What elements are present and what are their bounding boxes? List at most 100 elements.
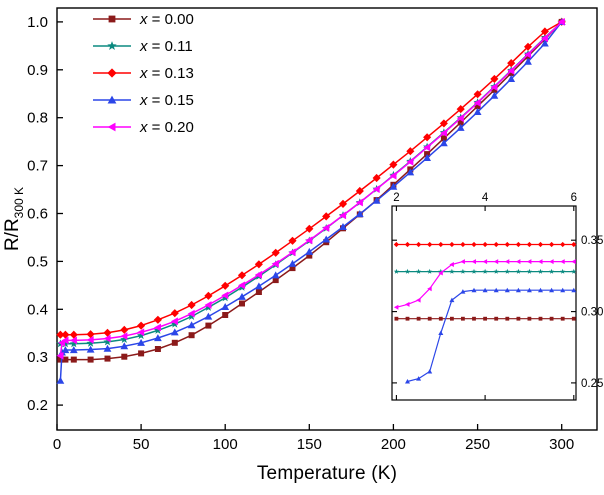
series-marker-x-0.20 — [238, 281, 246, 290]
inset-series-marker-x-0.13 — [537, 241, 544, 248]
inset-series-marker-x-0.20 — [416, 297, 421, 303]
series-marker-x-0.00 — [138, 350, 145, 357]
series-marker-x-0.20 — [86, 336, 94, 344]
y-axis-title-main: R/R — [2, 218, 24, 252]
inset-series-marker-x-0.13 — [549, 241, 555, 248]
series-marker-x-0.00 — [306, 252, 313, 259]
inset-series-marker-x-0.15 — [438, 330, 444, 335]
series-marker-x-0.00 — [104, 355, 111, 362]
inset-y-tick-label: 0.30 — [581, 307, 603, 319]
inset-series-marker-x-0.15 — [482, 287, 488, 293]
series-marker-x-0.15 — [288, 259, 297, 267]
inset-series-marker-x-0.13 — [515, 241, 521, 248]
series-marker-x-0.15 — [271, 271, 280, 279]
inset-series-marker-x-0.15 — [560, 287, 566, 293]
series-marker-x-0.20 — [490, 83, 498, 91]
series-marker-x-0.13 — [372, 173, 381, 183]
inset-series-marker-x-0.13 — [560, 241, 566, 248]
series-marker-x-0.20 — [473, 98, 481, 107]
series-marker-x-0.15 — [204, 312, 213, 320]
series-marker-x-0.13 — [355, 186, 364, 196]
inset-series-marker-x-0.11 — [460, 268, 466, 274]
inset-series-marker-x-0.13 — [404, 241, 411, 248]
series-marker-x-0.15 — [187, 321, 196, 329]
series-marker-x-0.00 — [474, 103, 481, 110]
inset-series-marker-x-0.00 — [450, 316, 454, 321]
series-marker-x-0.13 — [288, 236, 297, 245]
inset-series-marker-x-0.15 — [538, 287, 543, 293]
series-marker-x-0.15 — [406, 168, 415, 176]
series-marker-x-0.20 — [456, 114, 464, 123]
inset-series-marker-x-0.15 — [405, 379, 410, 384]
inset-series-marker-x-0.13 — [449, 241, 455, 248]
series-marker-x-0.13 — [170, 309, 179, 318]
series-marker-x-0.15 — [423, 154, 431, 161]
series-marker-x-0.15 — [456, 123, 465, 131]
series-marker-x-0.11 — [103, 337, 112, 346]
series-marker-x-0.00 — [272, 277, 279, 284]
legend-marker — [108, 15, 116, 23]
series-marker-x-0.13 — [322, 212, 331, 221]
series-marker-x-0.00 — [70, 356, 77, 363]
inset-x-tick-label: 2 — [393, 192, 399, 204]
inset-series-marker-x-0.20 — [538, 259, 543, 265]
series-marker-x-0.00 — [457, 119, 464, 126]
x-tick-label: 100 — [213, 436, 238, 453]
series-marker-x-0.15 — [56, 376, 65, 384]
series-marker-x-0.00 — [440, 135, 447, 142]
series-marker-x-0.00 — [121, 353, 128, 360]
series-marker-x-0.20 — [507, 66, 515, 75]
inset-series-marker-x-0.00 — [483, 316, 487, 321]
inset-series-marker-x-0.15 — [549, 287, 555, 293]
series-marker-x-0.20 — [557, 18, 565, 26]
y-tick-label: 0.5 — [27, 253, 48, 270]
series-marker-x-0.15 — [69, 346, 78, 354]
series-marker-x-0.20 — [339, 211, 347, 220]
inset-series-marker-x-0.15 — [526, 287, 532, 293]
inset-series-marker-x-0.15 — [504, 287, 510, 293]
x-axis-title: Temperature (K) — [256, 463, 398, 484]
series-marker-x-0.15 — [473, 108, 482, 115]
series-marker-x-0.20 — [187, 309, 195, 318]
series-marker-x-0.13 — [507, 59, 516, 68]
series-marker-x-0.15 — [524, 57, 532, 65]
series-marker-x-0.20 — [305, 236, 313, 245]
inset-series-marker-x-0.20 — [504, 259, 510, 265]
series-marker-x-0.13 — [120, 325, 129, 334]
inset-series-marker-x-0.00 — [438, 316, 443, 321]
inset-series-marker-x-0.13 — [504, 241, 510, 248]
legend-label: x = 0.15 — [139, 92, 194, 109]
legend-label: x = 0.13 — [139, 65, 194, 82]
y-tick-label: 0.3 — [27, 349, 48, 366]
inset-series-marker-x-0.20 — [571, 259, 576, 265]
legend-marker — [107, 95, 117, 104]
series-marker-x-0.13 — [86, 330, 95, 339]
series-marker-x-0.20 — [137, 328, 145, 337]
y-tick-label: 0.9 — [27, 62, 48, 79]
series-marker-x-0.15 — [255, 282, 263, 290]
series-marker-x-0.13 — [338, 199, 348, 208]
series-marker-x-0.13 — [406, 147, 415, 156]
inset-series-marker-x-0.11 — [449, 268, 455, 274]
inset-series-marker-x-0.20 — [482, 259, 488, 265]
inset-series-marker-x-0.20 — [393, 304, 399, 310]
series-marker-x-0.11 — [61, 339, 70, 348]
series-marker-x-0.20 — [355, 198, 363, 207]
inset-series-marker-x-0.20 — [460, 259, 465, 265]
inset-series-marker-x-0.11 — [549, 268, 555, 274]
series-marker-x-0.00 — [205, 322, 212, 329]
series-marker-x-0.13 — [473, 90, 482, 99]
inset-series-line-x-0.15 — [407, 289, 574, 383]
inset-series-marker-x-0.15 — [515, 287, 521, 293]
series-marker-x-0.15 — [61, 346, 70, 354]
series-marker-x-0.20 — [406, 157, 414, 166]
y-tick-label: 1.0 — [27, 14, 48, 31]
series-marker-x-0.13 — [254, 260, 263, 269]
y-tick-label: 0.7 — [27, 158, 48, 175]
inset-series-marker-x-0.11 — [393, 268, 399, 274]
inset-x-tick-label: 4 — [482, 192, 489, 204]
inset-series-marker-x-0.20 — [471, 259, 476, 265]
series-marker-x-0.15 — [170, 328, 179, 336]
series-marker-x-0.00 — [289, 265, 296, 272]
inset-series-marker-x-0.00 — [405, 316, 410, 321]
